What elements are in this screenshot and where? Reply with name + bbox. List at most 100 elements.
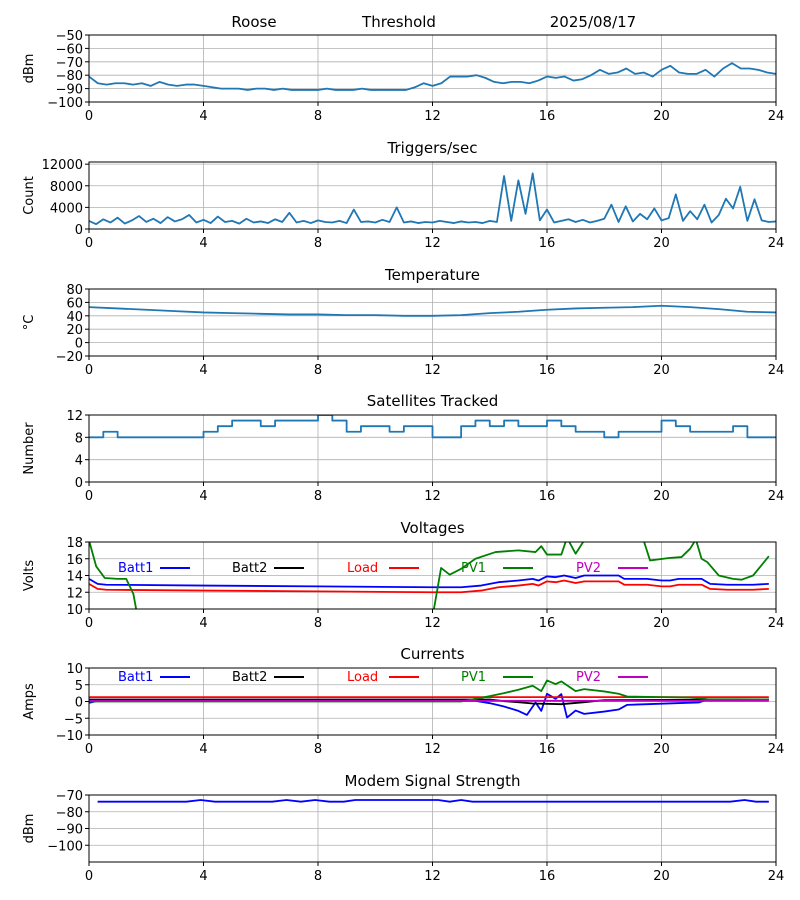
xtick-label: 8 — [314, 616, 322, 631]
series-line-modem — [97, 799, 769, 803]
ytick-label: −90 — [56, 823, 83, 838]
y-axis-label: Volts — [22, 560, 37, 592]
panel-title: Modem Signal Strength — [345, 772, 521, 790]
xtick-label: 0 — [85, 869, 93, 884]
legend-label-pv1: PV1 — [461, 670, 486, 685]
ytick-label: 60 — [66, 296, 83, 311]
xtick-label: 20 — [653, 236, 670, 251]
xtick-label: 20 — [653, 869, 670, 884]
series-line-load — [89, 579, 769, 594]
xtick-label: 12 — [424, 236, 441, 251]
xtick-label: 8 — [314, 363, 322, 378]
panel-title: Temperature — [384, 266, 480, 284]
xtick-label: 0 — [85, 236, 93, 251]
legend-label-load: Load — [347, 670, 378, 685]
xtick-label: 20 — [653, 109, 670, 124]
y-axis-label: dBm — [22, 814, 37, 844]
ytick-label: −100 — [47, 839, 83, 854]
xtick-label: 4 — [199, 742, 207, 757]
ytick-label: 18 — [66, 536, 83, 551]
xtick-label: 4 — [199, 236, 207, 251]
ytick-label: 10 — [66, 662, 83, 677]
xtick-label: 4 — [199, 616, 207, 631]
xtick-label: 8 — [314, 742, 322, 757]
xtick-label: 12 — [424, 363, 441, 378]
y-axis-label: °C — [22, 315, 37, 331]
series-group — [89, 172, 776, 226]
xtick-label: 24 — [768, 489, 785, 504]
series-line-triggers — [89, 172, 776, 226]
y-axis-label: Count — [22, 176, 37, 215]
ytick-label: 10 — [66, 603, 83, 618]
xtick-label: 24 — [768, 742, 785, 757]
xtick-label: 4 — [199, 869, 207, 884]
xtick-label: 16 — [539, 109, 556, 124]
xtick-label: 16 — [539, 363, 556, 378]
panel-1: 0 4 8 12 16 20 24 0 4000 8000 12000 Triggers/sec Cou… — [22, 139, 784, 251]
ytick-label: 20 — [66, 323, 83, 338]
series-line-batt1 — [89, 692, 769, 719]
panel-title: Voltages — [400, 519, 464, 537]
xtick-label: 8 — [314, 489, 322, 504]
xtick-label: 0 — [85, 742, 93, 757]
ytick-label: 8000 — [50, 180, 83, 195]
header-station: Roose — [231, 13, 276, 31]
ytick-label: −60 — [56, 42, 83, 57]
series-group — [97, 799, 769, 803]
ytick-label: 14 — [66, 570, 83, 585]
xtick-label: 20 — [653, 616, 670, 631]
axes-frame — [88, 667, 777, 736]
ytick-label: 0 — [75, 337, 83, 352]
series-group — [89, 62, 776, 91]
axes-frame — [88, 414, 777, 483]
xtick-label: 8 — [314, 869, 322, 884]
xtick-label: 0 — [85, 616, 93, 631]
panel-3: 0 4 8 12 16 20 24 0 4 8 12 Satellites Tracked Number — [22, 392, 784, 504]
y-axis-label: Amps — [22, 683, 37, 720]
legend-label-batt1: Batt1 — [118, 561, 153, 576]
panel-6: 0 4 8 12 16 20 24 −100−90 −80 −70 Modem Signal Str… — [22, 772, 784, 884]
ytick-label: 4000 — [50, 201, 83, 216]
xtick-label: 16 — [539, 869, 556, 884]
series-line-signal — [89, 62, 776, 91]
panel-title: Triggers/sec — [387, 139, 478, 157]
xtick-label: 8 — [314, 109, 322, 124]
series-line-pv1 — [89, 542, 770, 609]
panel-0: 0 4 8 12 16 20 24 −100−90−80−70−60−50 dBm — [22, 29, 784, 124]
header-mode: Threshold — [361, 13, 436, 31]
series-group — [89, 415, 776, 439]
xtick-label: 4 — [199, 489, 207, 504]
legend-label-pv2: PV2 — [576, 561, 601, 576]
ytick-label: −70 — [56, 789, 83, 804]
ytick-label: −5 — [64, 712, 83, 727]
legend-label-batt2: Batt2 — [232, 561, 267, 576]
series-line-satellites — [89, 415, 776, 439]
ytick-label: −90 — [56, 83, 83, 98]
axes-frame — [88, 541, 777, 610]
xtick-label: 12 — [424, 742, 441, 757]
xtick-label: 24 — [768, 363, 785, 378]
legend-label-pv1: PV1 — [461, 561, 486, 576]
panel-5: 0 4 8 12 16 20 24 −10 −50 5 10 Currents Amps Batt1 Bat… — [22, 645, 784, 757]
ytick-label: 5 — [75, 679, 83, 694]
ytick-label: 8 — [75, 431, 83, 446]
legend-label-batt2: Batt2 — [232, 670, 267, 685]
series-group — [89, 304, 776, 317]
ytick-label: −80 — [56, 69, 83, 84]
legend-label-batt1: Batt1 — [118, 670, 153, 685]
y-axis-label: Number — [22, 422, 37, 475]
xtick-label: 4 — [199, 109, 207, 124]
ytick-label: 0 — [75, 696, 83, 711]
ytick-label: −10 — [56, 729, 83, 744]
xtick-label: 24 — [768, 869, 785, 884]
axes-frame — [88, 288, 777, 357]
ytick-label: −50 — [56, 29, 83, 44]
xtick-label: 20 — [653, 489, 670, 504]
ytick-label: −100 — [47, 96, 83, 111]
xtick-label: 8 — [314, 236, 322, 251]
axes-frame — [88, 34, 777, 103]
xtick-label: 24 — [768, 109, 785, 124]
